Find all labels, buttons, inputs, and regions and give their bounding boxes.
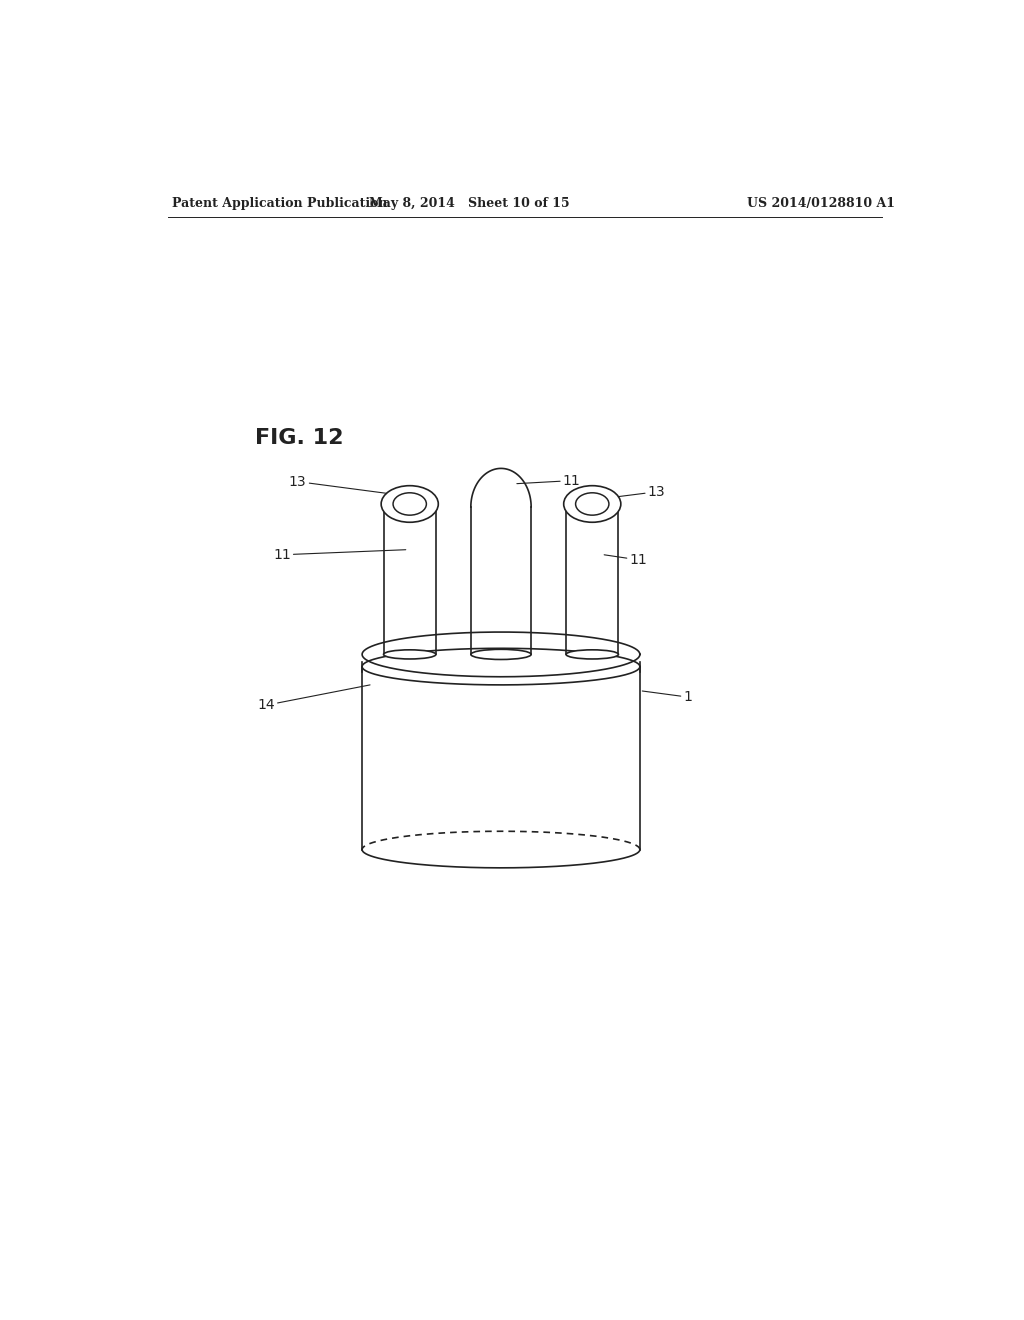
Ellipse shape xyxy=(575,492,609,515)
Ellipse shape xyxy=(471,649,531,660)
Text: 13: 13 xyxy=(600,484,666,499)
Text: 11: 11 xyxy=(604,553,647,566)
Text: Patent Application Publication: Patent Application Publication xyxy=(172,197,387,210)
Ellipse shape xyxy=(563,486,621,523)
Ellipse shape xyxy=(384,649,436,659)
Ellipse shape xyxy=(381,486,438,523)
Text: 14: 14 xyxy=(257,685,370,713)
Ellipse shape xyxy=(393,492,426,515)
Text: US 2014/0128810 A1: US 2014/0128810 A1 xyxy=(748,197,895,210)
Text: 11: 11 xyxy=(517,474,581,487)
Text: FIG. 12: FIG. 12 xyxy=(255,428,343,447)
Ellipse shape xyxy=(566,649,618,659)
Text: 1: 1 xyxy=(642,690,692,704)
Text: 11: 11 xyxy=(273,548,406,562)
Text: May 8, 2014   Sheet 10 of 15: May 8, 2014 Sheet 10 of 15 xyxy=(369,197,569,210)
Text: 13: 13 xyxy=(289,475,406,496)
